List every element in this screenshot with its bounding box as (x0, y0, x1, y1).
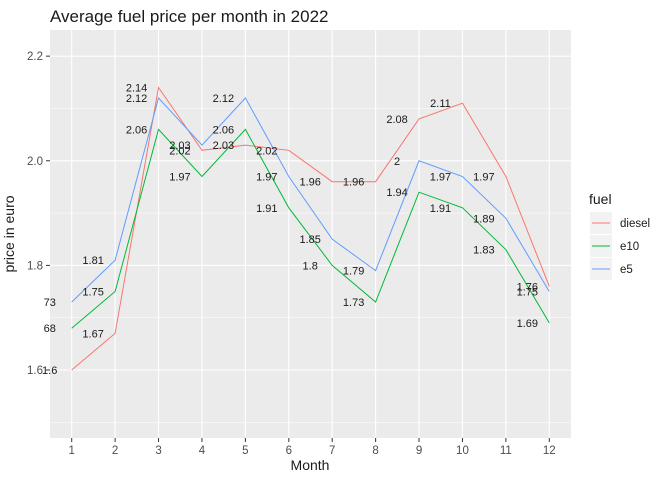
x-tick-label: 12 (543, 445, 556, 457)
data-label-e5: 2.12 (213, 93, 234, 105)
data-label-diesel: 1.76 (517, 281, 538, 293)
series-line-diesel (71, 86, 550, 371)
y-axis: 1.6 1.8 2.0 2.2 (27, 51, 50, 377)
data-label-e5: 2.12 (126, 93, 147, 105)
data-label-diesel: 2.03 (213, 140, 234, 152)
data-label-e10: 1.91 (430, 203, 451, 215)
x-axis-title: Month (291, 457, 330, 473)
legend-label-e10: e10 (620, 241, 639, 253)
series-lines (71, 86, 550, 371)
data-label-e10: 1.75 (82, 287, 103, 299)
x-tick-label: 2 (112, 445, 118, 457)
data-label-e10: 1.91 (256, 203, 277, 215)
y-tick-label: 1.8 (27, 260, 43, 272)
data-label-diesel: 2.02 (256, 145, 277, 157)
x-tick-label: 11 (500, 445, 512, 457)
data-label-e10: 2.06 (213, 124, 234, 136)
data-labels: 1.61.672.142.02 2.03 2.021.96 1.962.082.111… (42, 83, 538, 377)
data-label-e10: 1.8 (303, 260, 318, 272)
y-tick-label: 1.6 (27, 365, 43, 377)
data-label-e10: 1.94 (386, 187, 407, 199)
chart-title: Average fuel price per month in 2022 (50, 7, 328, 26)
data-label-e10: 68 (44, 323, 56, 335)
data-label-e10: 1.83 (473, 245, 494, 257)
x-tick-label: 4 (199, 445, 206, 457)
data-label-diesel: 1.67 (82, 328, 103, 340)
data-label-e5: 1.89 (473, 213, 494, 225)
legend: fuel diesel e10 e5 (589, 191, 650, 280)
data-label-e10: 2.06 (126, 124, 147, 136)
data-label-e10: 1.69 (517, 318, 538, 330)
data-label-e5: 1.85 (299, 234, 320, 246)
data-label-diesel: 1.96 (299, 177, 320, 189)
y-tick-label: 2.2 (27, 51, 43, 63)
x-tick-label: 5 (242, 445, 248, 457)
x-tick-label: 3 (155, 445, 161, 457)
data-label-e5: 1.97 (256, 171, 277, 183)
data-label-e5: 2.03 (169, 140, 190, 152)
data-label-e5: 1.75 (517, 287, 538, 299)
y-tick-label: 2.0 (27, 156, 43, 168)
x-tick-label: 10 (456, 445, 469, 457)
legend-label-diesel: diesel (620, 218, 650, 230)
data-label-e5: 2 (394, 156, 400, 168)
x-axis: 1 2 3 4 5 6 7 8 9 10 11 12 (69, 438, 556, 457)
data-label-e5: 1.81 (82, 255, 103, 267)
x-tick-label: 7 (329, 445, 335, 457)
x-tick-label: 6 (286, 445, 292, 457)
data-label-e10: 1.73 (343, 297, 364, 309)
series-line-e5 (71, 96, 550, 303)
data-label-e5: 73 (44, 297, 56, 309)
data-label-e10: 1.97 (169, 171, 190, 183)
data-label-diesel: 1.96 (343, 177, 364, 189)
data-label-e5: 1.97 (430, 171, 451, 183)
x-tick-label: 1 (69, 445, 75, 457)
data-label-diesel: 2.14 (126, 83, 147, 95)
data-label-diesel: 1.6 (42, 365, 57, 377)
data-label-diesel: 2.02 (169, 145, 190, 157)
data-label-e5: 1.79 (343, 266, 364, 278)
legend-title: fuel (589, 191, 612, 207)
x-tick-label: 8 (372, 445, 378, 457)
series-line-e10 (71, 128, 550, 329)
legend-label-e5: e5 (620, 264, 633, 276)
gridlines (50, 30, 571, 438)
data-label-diesel: 2.08 (386, 114, 407, 126)
y-axis-title: price in euro (1, 195, 17, 272)
data-label-diesel: 2.11 (430, 98, 451, 110)
x-tick-label: 9 (416, 445, 422, 457)
data-label-diesel: 1.97 (473, 171, 494, 183)
